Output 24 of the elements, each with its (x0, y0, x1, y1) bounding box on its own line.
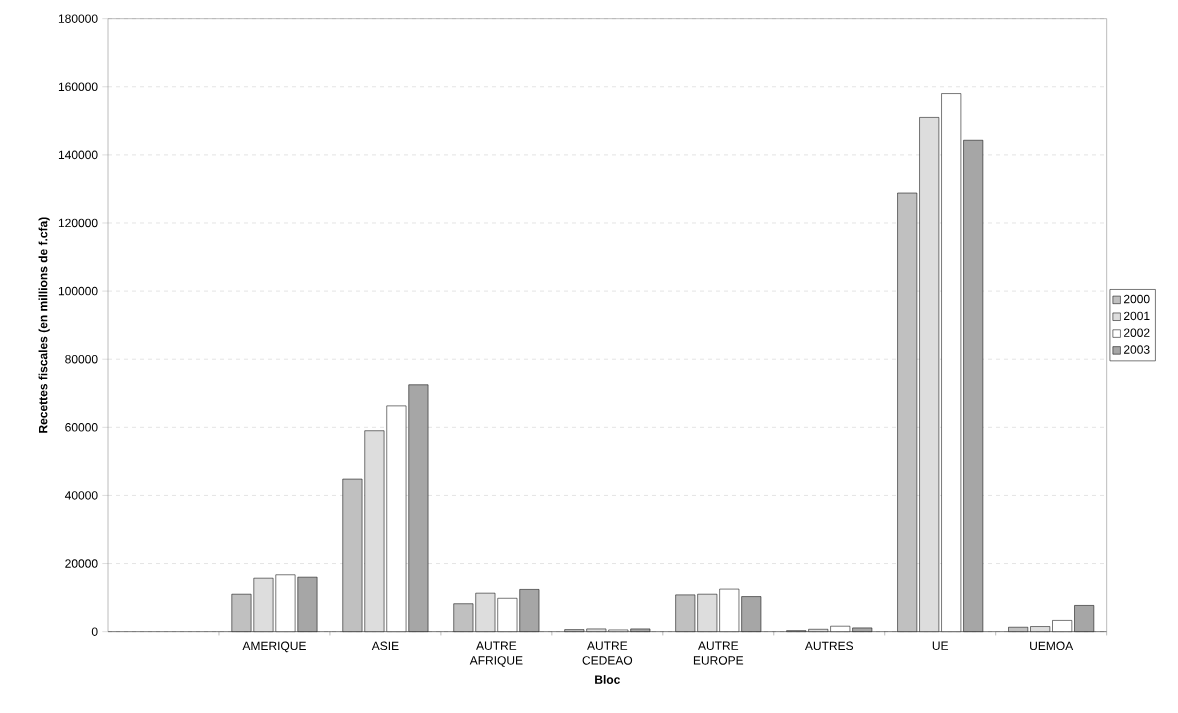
x-tick-label: UEMOA (1030, 641, 1074, 651)
legend-label: 2003 (1123, 345, 1150, 354)
y-tick-label: 40000 (64, 491, 98, 500)
y-tick-label: 0 (91, 627, 98, 636)
y-tick-label: 100000 (58, 286, 98, 296)
y-tick-label: 60000 (65, 423, 98, 432)
x-tick-label: AUTRE CEDEAO (582, 641, 633, 665)
y-tick-label: 160000 (58, 82, 98, 92)
y-axis-title: Recettes fiscales (en millions de f.cfa) (38, 217, 50, 433)
x-tick-label: AMERIQUE (242, 641, 306, 653)
y-tick-label: 20000 (65, 559, 98, 568)
legend-label: 2002 (1123, 328, 1150, 337)
legend-label: 2000 (1123, 294, 1150, 304)
y-tick-label: 120000 (58, 218, 98, 228)
x-tick-label: UE (932, 641, 949, 650)
x-tick-label: AUTRE AFRIQUE (469, 641, 523, 667)
x-tick-label: ASIE (371, 641, 399, 651)
y-tick-label: 80000 (65, 354, 98, 364)
y-tick-label: 140000 (58, 150, 98, 160)
x-tick-label: AUTRES (804, 641, 854, 651)
x-axis-title: Bloc (595, 675, 620, 684)
y-tick-label: 180000 (58, 14, 98, 23)
x-tick-label: AUTRE EUROPE (693, 641, 744, 665)
legend-label: 2001 (1123, 311, 1150, 321)
